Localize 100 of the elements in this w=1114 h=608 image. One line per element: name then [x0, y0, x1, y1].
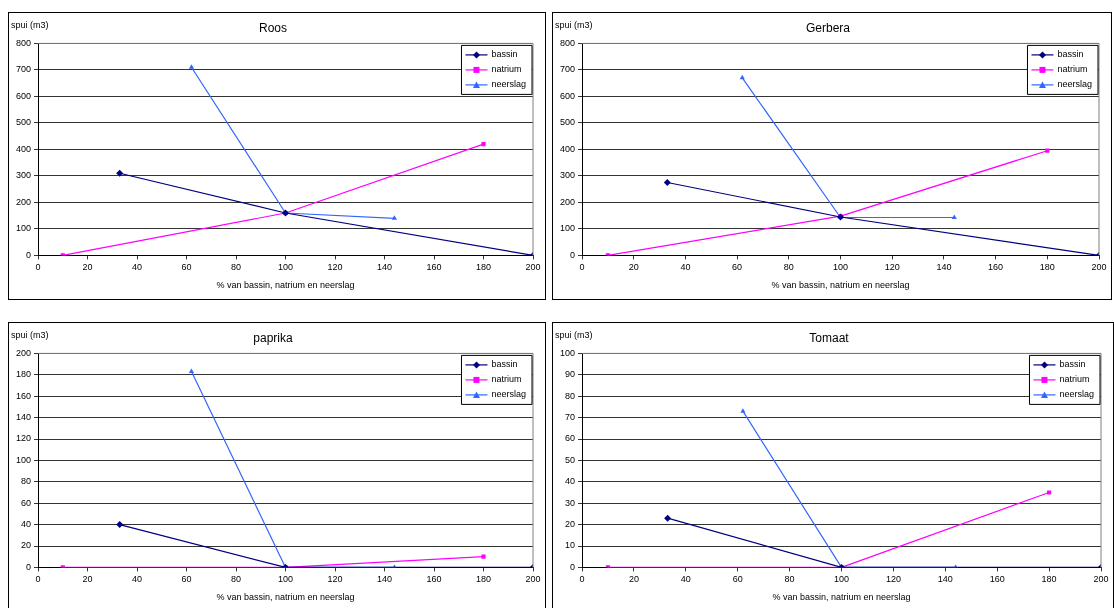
y-tick-label: 100 [15, 223, 32, 234]
chart-title: Tomaat [809, 330, 850, 345]
x-tick-label: 0 [579, 574, 585, 585]
x-tick-label: 20 [628, 574, 639, 585]
y-tick-label: 200 [15, 196, 32, 207]
x-tick-label: 160 [426, 574, 442, 585]
y-tick-label: 90 [565, 369, 576, 380]
x-axis-title: % van bassin, natrium en neerslag [772, 592, 911, 603]
y-tick-label: 100 [559, 347, 576, 358]
y-tick-label: 300 [559, 170, 576, 181]
x-tick-label: 100 [832, 262, 849, 273]
x-tick-label: 200 [525, 262, 541, 273]
legend-label: bassin [491, 49, 518, 60]
y-tick-label: 500 [15, 117, 32, 128]
x-tick-label: 120 [884, 262, 900, 273]
x-tick-label: 80 [231, 262, 242, 273]
x-tick-label: 80 [783, 262, 794, 273]
legend-label: natrium [1057, 64, 1088, 75]
x-tick-label: 200 [525, 574, 541, 585]
y-tick-label: 400 [559, 143, 576, 154]
x-tick-label: 140 [376, 262, 393, 273]
y-tick-label: 80 [21, 476, 32, 487]
chart-title: paprika [253, 330, 293, 345]
x-tick-label: 120 [327, 574, 343, 585]
x-tick-label: 100 [277, 574, 294, 585]
legend-label: neerslag [491, 389, 527, 400]
x-tick-label: 180 [475, 574, 492, 585]
x-tick-label: 180 [1041, 574, 1057, 585]
y-axis-title: spui (m3) [11, 329, 49, 340]
legend-label: neerslag [1057, 79, 1093, 90]
y-tick-label: 400 [15, 143, 32, 154]
x-tick-label: 120 [885, 574, 901, 585]
x-tick-label: 60 [181, 262, 192, 273]
x-axis-title: % van bassin, natrium en neerslag [771, 280, 910, 291]
y-tick-label: 80 [565, 390, 576, 401]
x-tick-label: 160 [988, 262, 1004, 273]
y-tick-label: 140 [15, 412, 32, 423]
x-tick-label: 80 [784, 574, 795, 585]
legend-label: bassin [1059, 359, 1086, 370]
y-tick-label: 500 [559, 117, 576, 128]
y-tick-label: 20 [21, 540, 32, 551]
x-tick-label: 180 [475, 262, 492, 273]
chart-title: Roos [258, 20, 288, 35]
x-tick-label: 180 [1039, 262, 1055, 273]
legend-label: neerslag [1059, 389, 1095, 400]
legend-label: natrium [1059, 374, 1090, 385]
y-tick-label: 10 [565, 540, 576, 551]
y-tick-label: 70 [565, 412, 576, 423]
x-tick-label: 20 [628, 262, 639, 273]
x-tick-label: 100 [833, 574, 850, 585]
y-tick-label: 0 [26, 249, 32, 260]
y-tick-label: 0 [570, 561, 576, 572]
x-tick-label: 140 [936, 262, 952, 273]
x-tick-label: 40 [680, 574, 691, 585]
x-tick-label: 40 [132, 262, 143, 273]
y-tick-label: 100 [15, 454, 32, 465]
x-axis-title: % van bassin, natrium en neerslag [216, 592, 355, 603]
legend-label: natrium [491, 374, 522, 385]
x-tick-label: 0 [35, 574, 41, 585]
x-tick-label: 140 [937, 574, 953, 585]
y-tick-label: 20 [565, 519, 576, 530]
y-tick-label: 0 [26, 561, 32, 572]
legend-label: neerslag [491, 79, 527, 90]
x-tick-label: 160 [426, 262, 442, 273]
y-axis-title: spui (m3) [11, 19, 49, 30]
x-tick-label: 140 [376, 574, 393, 585]
y-tick-label: 800 [559, 37, 576, 48]
y-tick-label: 200 [15, 347, 32, 358]
legend-label: bassin [1057, 49, 1084, 60]
x-axis-title: % van bassin, natrium en neerslag [216, 280, 355, 291]
y-tick-label: 200 [559, 196, 576, 207]
x-tick-label: 60 [732, 262, 743, 273]
x-tick-label: 100 [277, 262, 294, 273]
y-tick-label: 160 [15, 390, 32, 401]
y-axis-title: spui (m3) [555, 329, 593, 340]
y-tick-label: 50 [565, 454, 576, 465]
x-tick-label: 200 [1093, 574, 1109, 585]
x-tick-label: 200 [1091, 262, 1107, 273]
y-tick-label: 60 [21, 497, 32, 508]
y-tick-label: 40 [21, 519, 32, 530]
y-tick-label: 120 [15, 433, 32, 444]
y-tick-label: 100 [559, 223, 576, 234]
x-tick-label: 120 [327, 262, 343, 273]
x-tick-label: 160 [989, 574, 1005, 585]
x-tick-label: 40 [680, 262, 691, 273]
x-tick-label: 20 [82, 574, 93, 585]
y-tick-label: 700 [559, 64, 576, 75]
y-tick-label: 30 [565, 497, 576, 508]
y-tick-label: 700 [15, 64, 32, 75]
x-tick-label: 80 [231, 574, 242, 585]
legend-label: natrium [491, 64, 522, 75]
y-axis-title: spui (m3) [555, 19, 593, 30]
y-tick-label: 600 [559, 90, 576, 101]
x-tick-label: 60 [732, 574, 743, 585]
y-tick-label: 60 [565, 433, 576, 444]
y-tick-label: 40 [565, 476, 576, 487]
y-tick-label: 600 [15, 90, 32, 101]
legend-label: bassin [491, 359, 518, 370]
x-tick-label: 20 [82, 262, 93, 273]
y-tick-label: 300 [15, 170, 32, 181]
